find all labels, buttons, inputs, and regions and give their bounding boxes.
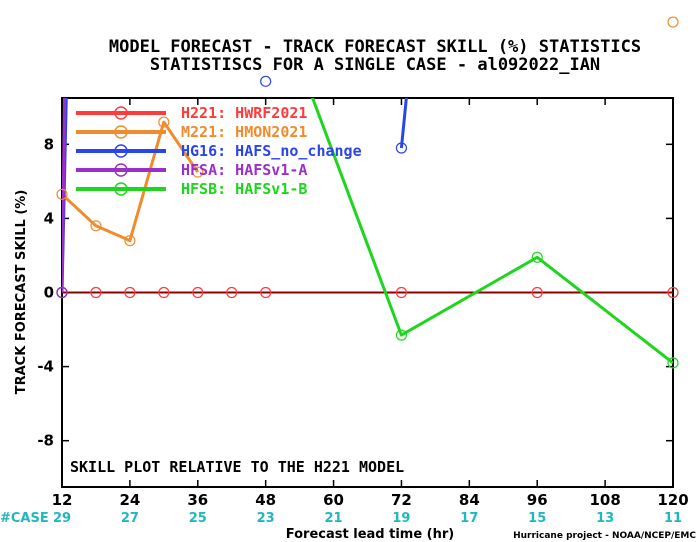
x-tick-label: 12 xyxy=(52,491,73,509)
legend-label: HFSB: HAFSv1-B xyxy=(181,180,307,198)
chart-subtitle: STATISTISCS FOR A SINGLE CASE - al092022… xyxy=(150,55,600,75)
data-point xyxy=(90,220,102,232)
case-count: 23 xyxy=(257,511,275,526)
legend-marker xyxy=(114,182,128,196)
series-polyline xyxy=(310,98,673,365)
legend-label: H221: HWRF2021 xyxy=(181,104,307,122)
data-point xyxy=(531,286,543,299)
data-point xyxy=(395,286,408,299)
series-line xyxy=(310,98,673,365)
legend-marker xyxy=(114,163,128,177)
data-point xyxy=(667,286,679,299)
plot-area: -8-4048122924273625482360217219841796151… xyxy=(37,97,689,526)
data-point xyxy=(124,235,136,247)
data-point xyxy=(192,166,204,178)
case-count: 19 xyxy=(392,511,410,526)
data-point xyxy=(192,286,204,299)
x-tick-label: 48 xyxy=(255,491,276,509)
data-point xyxy=(226,286,238,299)
data-point xyxy=(531,251,543,263)
series-polyline xyxy=(62,120,200,243)
data-point xyxy=(158,286,170,299)
x-tick-label: 120 xyxy=(657,491,688,509)
x-tick-label: 72 xyxy=(391,491,412,509)
case-count: 25 xyxy=(189,511,207,526)
y-tick-label: 0 xyxy=(44,284,54,302)
x-tick-label: 96 xyxy=(527,491,548,509)
data-point xyxy=(667,357,679,369)
x-axis-label: Forecast lead time (hr) xyxy=(286,527,454,542)
series-line xyxy=(62,98,67,293)
data-point xyxy=(667,16,679,28)
x-tick-label: 108 xyxy=(589,491,620,509)
case-count: 21 xyxy=(325,511,343,526)
data-point xyxy=(56,286,68,299)
series-polyline xyxy=(399,98,408,149)
chart-title: MODEL FORECAST - TRACK FORECAST SKILL (%… xyxy=(109,37,641,57)
y-axis-label: TRACK FORECAST SKILL (%) xyxy=(14,190,29,395)
y-tick-label: -8 xyxy=(37,432,54,450)
data-point xyxy=(56,188,68,200)
case-label: #CASE xyxy=(0,511,49,526)
legend-marker xyxy=(114,106,128,120)
data-point xyxy=(260,286,272,299)
data-point xyxy=(260,75,272,87)
case-count: 15 xyxy=(528,511,546,526)
series-line xyxy=(62,120,200,243)
credit-text: Hurricane project - NOAA/NCEP/EMC xyxy=(513,531,696,541)
data-point xyxy=(90,286,102,299)
x-tick-label: 36 xyxy=(187,491,208,509)
data-point xyxy=(395,329,408,341)
case-count: 13 xyxy=(596,511,614,526)
y-tick-label: 4 xyxy=(44,209,54,227)
series-polyline xyxy=(62,98,67,293)
y-tick-label: 8 xyxy=(44,135,54,153)
legend-marker xyxy=(114,125,128,139)
data-point xyxy=(158,116,170,128)
skill-annotation: SKILL PLOT RELATIVE TO THE H221 MODEL xyxy=(70,458,404,476)
case-count: 29 xyxy=(53,511,71,526)
data-point xyxy=(124,286,136,299)
legend-marker xyxy=(114,144,128,158)
x-tick-label: 24 xyxy=(119,491,140,509)
x-tick-label: 60 xyxy=(323,491,344,509)
legend-label: HG16: HAFS_no_change xyxy=(181,142,362,160)
legend-label: M221: HMON2021 xyxy=(181,123,307,141)
case-count: 17 xyxy=(460,511,478,526)
case-count: 27 xyxy=(121,511,139,526)
y-tick-label: -4 xyxy=(37,358,54,376)
x-tick-label: 84 xyxy=(459,491,480,509)
data-point xyxy=(395,142,408,154)
legend-label: HFSA: HAFSv1-A xyxy=(181,161,307,179)
case-count: 11 xyxy=(664,511,682,526)
